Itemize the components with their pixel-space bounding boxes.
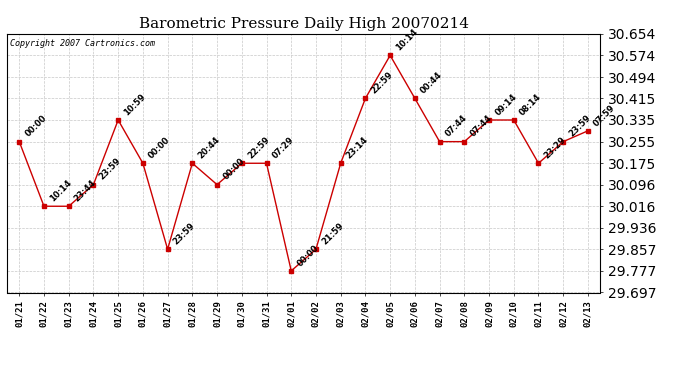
Text: 10:14: 10:14: [394, 27, 420, 53]
Text: 23:14: 23:14: [345, 135, 370, 160]
Title: Barometric Pressure Daily High 20070214: Barometric Pressure Daily High 20070214: [139, 17, 469, 31]
Text: 23:59: 23:59: [567, 114, 593, 139]
Text: 00:00: 00:00: [147, 135, 172, 160]
Text: 07:29: 07:29: [270, 135, 296, 160]
Text: 23:59: 23:59: [97, 157, 123, 182]
Text: 09:14: 09:14: [493, 92, 518, 117]
Text: 22:59: 22:59: [246, 135, 271, 160]
Text: 00:00: 00:00: [23, 114, 48, 139]
Text: 23:59: 23:59: [172, 221, 197, 246]
Text: 07:44: 07:44: [469, 114, 493, 139]
Text: Copyright 2007 Cartronics.com: Copyright 2007 Cartronics.com: [10, 39, 155, 48]
Text: 22:59: 22:59: [370, 70, 395, 96]
Text: 00:00: 00:00: [295, 243, 320, 268]
Text: 23:29: 23:29: [542, 135, 568, 160]
Text: 10:59: 10:59: [122, 92, 148, 117]
Text: 23:44: 23:44: [73, 178, 98, 204]
Text: 00:44: 00:44: [419, 70, 444, 96]
Text: 00:00: 00:00: [221, 157, 246, 182]
Text: 07:44: 07:44: [444, 114, 469, 139]
Text: 20:44: 20:44: [197, 135, 221, 160]
Text: 07:59: 07:59: [592, 103, 618, 128]
Text: 21:59: 21:59: [320, 221, 346, 246]
Text: 10:14: 10:14: [48, 178, 73, 204]
Text: 08:14: 08:14: [518, 92, 543, 117]
